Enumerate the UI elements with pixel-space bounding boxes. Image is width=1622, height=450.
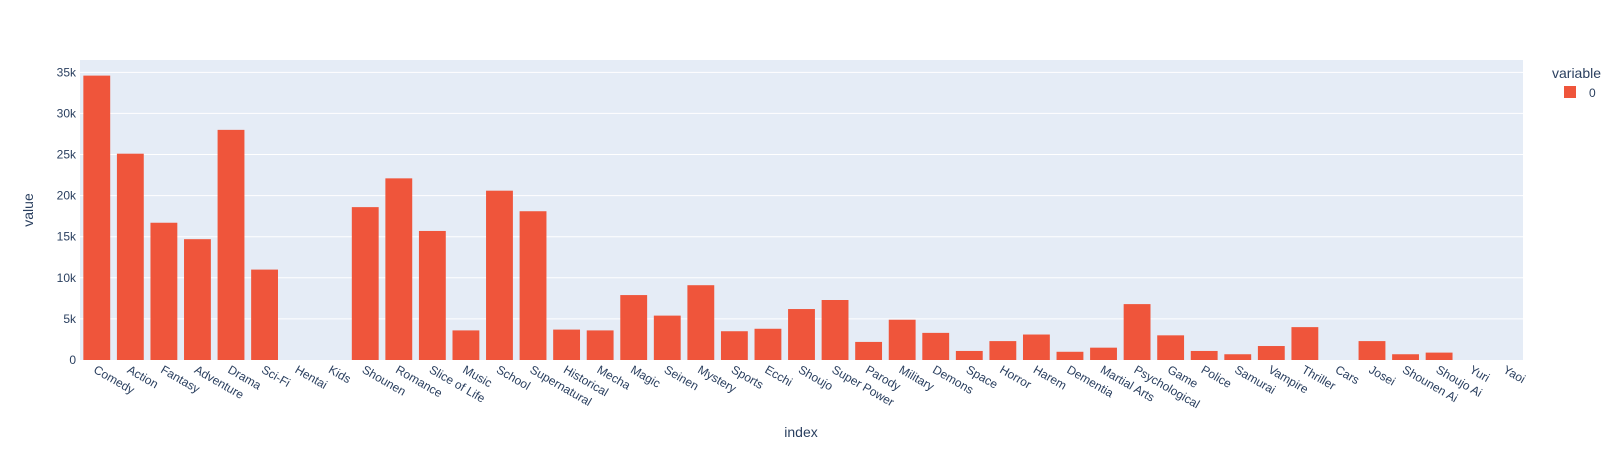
x-tick-label: Magic [628,362,663,390]
bar-martial-arts[interactable] [1090,347,1117,360]
bar-shounen[interactable] [351,207,379,360]
bar-demons[interactable] [922,332,950,360]
x-axis-title: index [784,424,817,440]
bar-horror[interactable] [989,341,1017,360]
gridlines [80,71,1523,320]
bar-music[interactable] [452,330,480,360]
bar-shounen-ai[interactable] [1392,354,1419,360]
y-tick-label: 0 [69,353,76,367]
y-tick-label: 15k [57,230,77,244]
bar-drama[interactable] [217,129,245,360]
bar-sports[interactable] [720,331,748,360]
x-tick-label: Harem [1031,362,1069,392]
bar-school[interactable] [486,190,513,360]
x-tick-label: Military [897,362,937,393]
bar-thriller[interactable] [1291,327,1319,360]
bar-adventure[interactable] [184,239,211,360]
x-tick-label: Sci-Fi [259,362,293,389]
bar-space[interactable] [955,350,983,360]
bar-vampire[interactable] [1257,346,1285,360]
legend-item-label[interactable]: 0 [1589,86,1596,100]
bar-josei[interactable] [1358,341,1386,360]
x-tick-label: Kids [326,362,353,386]
bar-mecha[interactable] [586,330,614,360]
bar-action[interactable] [116,153,144,360]
x-tick-label: Josei [1366,362,1397,388]
legend-title: variable [1552,65,1601,81]
x-tick-label: Ecchi [762,362,794,389]
bar-parody[interactable] [855,341,883,360]
y-tick-label: 35k [57,65,77,79]
y-tick-label: 20k [57,189,77,203]
y-tick-label: 30k [57,106,77,120]
bars-series-0[interactable] [83,75,1453,360]
x-tick-label: Shoujo [796,362,836,393]
bar-shoujo[interactable] [788,309,815,360]
bar-comedy[interactable] [83,75,111,360]
x-tick-label: Yaoi [1501,362,1528,386]
x-tick-label: School [494,362,533,392]
bar-psychological[interactable] [1123,304,1151,360]
bar-military[interactable] [888,319,916,360]
bar-super-power[interactable] [821,300,849,360]
bar-game[interactable] [1157,335,1185,360]
y-axis-title: value [20,193,36,227]
bar-historical[interactable] [553,329,581,360]
bar-police[interactable] [1190,350,1218,360]
bar-mystery[interactable] [687,285,715,360]
y-tick-labels: 0 5k 10k 15k 20k 25k 30k 35k [57,65,77,367]
bar-ecchi[interactable] [754,328,782,360]
bar-slice-of-life[interactable] [418,230,446,360]
bar-magic[interactable] [620,295,648,360]
y-tick-label: 10k [57,271,77,285]
x-tick-label: Police [1199,362,1235,391]
bar-samurai[interactable] [1224,354,1252,360]
bar-dementia[interactable] [1056,351,1084,360]
y-tick-label: 5k [63,312,77,326]
legend[interactable]: variable 0 [1552,65,1601,100]
bar-seinen[interactable] [653,315,681,360]
legend-swatch[interactable] [1564,86,1576,98]
bar-romance[interactable] [385,178,413,360]
x-tick-label: Hentai [293,362,330,391]
x-tick-label: Horror [997,362,1033,391]
bar-harem[interactable] [1022,334,1050,360]
bar-supernatural[interactable] [519,211,547,360]
x-tick-label: Cars [1333,362,1362,387]
y-tick-label: 25k [57,148,77,162]
bar-shoujo-ai[interactable] [1425,352,1453,360]
bar-fantasy[interactable] [150,222,178,360]
bar-sci-fi[interactable] [251,269,278,360]
x-tick-label: Seinen [662,362,701,393]
